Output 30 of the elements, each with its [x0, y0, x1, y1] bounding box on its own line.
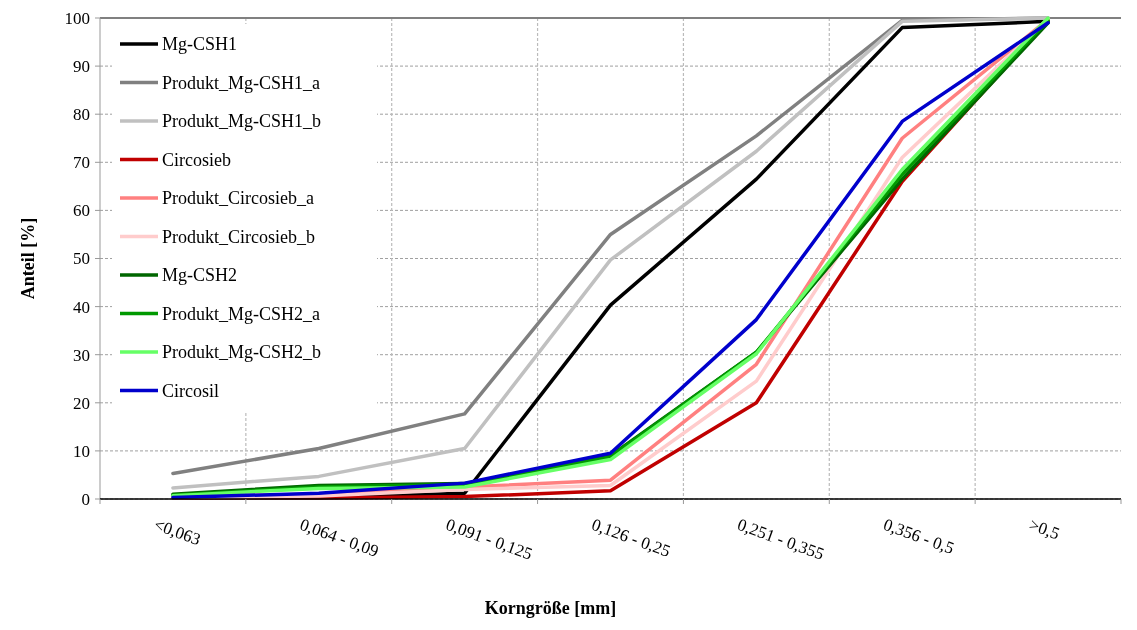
x-tick-label: <0,063	[151, 514, 204, 550]
y-axis-title: Anteil [%]	[18, 217, 38, 300]
y-tick-label: 60	[73, 201, 90, 221]
y-tick-label: 0	[81, 489, 90, 509]
legend-label: Produkt_Circosieb_a	[162, 188, 314, 209]
legend-label: Produkt_Mg-CSH2_a	[162, 303, 321, 324]
x-tick-label: 0,356 - 0,5	[880, 514, 957, 558]
y-tick-label: 100	[64, 8, 90, 28]
y-tick-label: 50	[73, 249, 90, 269]
x-axis-title: Korngröße [mm]	[484, 598, 617, 618]
legend-label: Produkt_Mg-CSH1_a	[162, 72, 321, 93]
x-tick-label: >0,5	[1026, 514, 1063, 544]
legend-label: Produkt_Circosieb_b	[162, 226, 315, 247]
legend-label: Circosieb	[162, 149, 231, 170]
legend-label: Produkt_Mg-CSH1_b	[162, 111, 322, 132]
y-tick-label: 70	[73, 153, 90, 173]
x-tick-label: 0,126 - 0,25	[589, 514, 673, 561]
x-tick-label: 0,091 - 0,125	[443, 514, 535, 564]
legend-label: Circosil	[162, 380, 219, 401]
y-tick-label: 40	[73, 297, 90, 317]
legend-label: Mg-CSH2	[162, 265, 238, 286]
y-tick-label: 90	[73, 57, 90, 77]
y-tick-label: 80	[73, 105, 90, 125]
y-tick-label: 10	[73, 441, 90, 461]
legend-label: Produkt_Mg-CSH2_b	[162, 342, 322, 363]
x-tick-label: 0,064 - 0,09	[297, 514, 382, 561]
x-tick-label: 0,251 - 0,355	[734, 514, 827, 564]
y-tick-label: 20	[73, 393, 90, 413]
y-tick-label: 30	[73, 345, 90, 365]
legend-label: Mg-CSH1	[162, 34, 238, 55]
